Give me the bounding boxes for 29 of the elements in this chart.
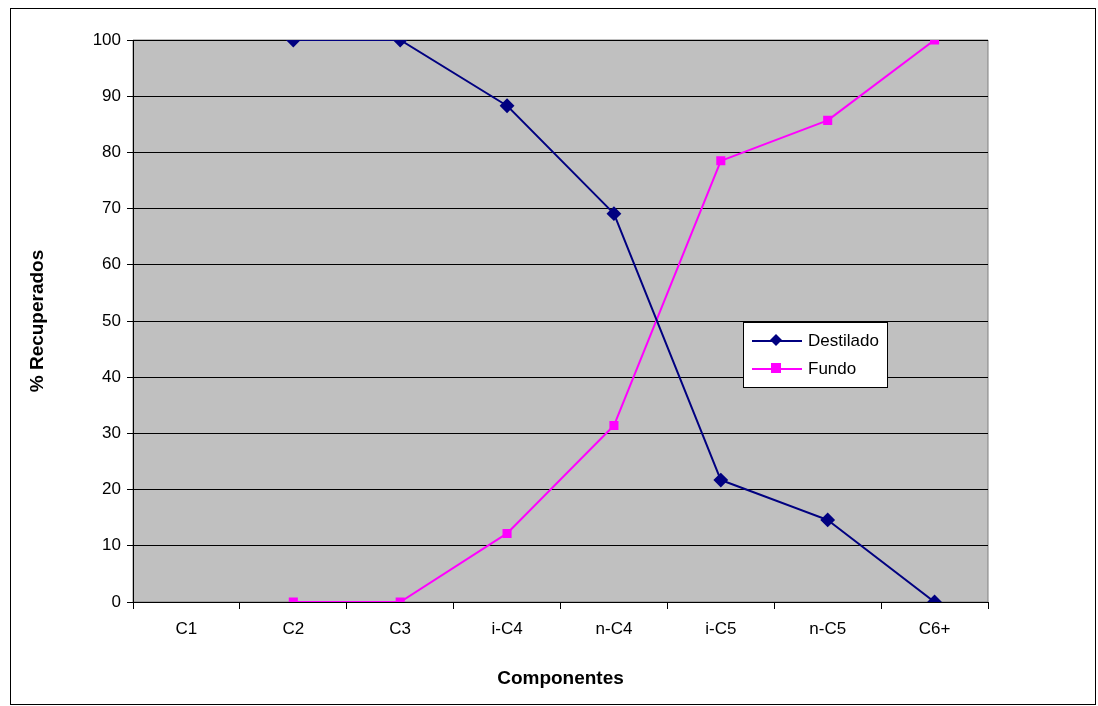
legend-label: Destilado: [808, 331, 879, 351]
y-tick-label: 30: [102, 423, 121, 443]
y-tick-label: 20: [102, 479, 121, 499]
y-tick-label: 90: [102, 85, 121, 105]
y-tick-label: 0: [111, 591, 121, 611]
point: [609, 421, 619, 431]
x-tick-label: n-C4: [595, 618, 633, 638]
y-tick-label: 100: [92, 29, 121, 49]
x-tick-label: C3: [389, 618, 412, 638]
y-axis-title: % Recuperados: [25, 249, 47, 393]
y-tick-label: 10: [102, 535, 121, 555]
x-tick-label: i-C4: [491, 618, 523, 638]
y-tick-label: 40: [102, 366, 121, 386]
y-tick-label: 50: [102, 310, 121, 330]
x-tick-label: C6+: [918, 618, 951, 638]
legend-label: Fundo: [808, 359, 857, 379]
point: [502, 528, 512, 538]
point: [713, 473, 728, 488]
point: [606, 206, 621, 221]
y-tick-label: 70: [102, 198, 121, 218]
y-tick-label: 60: [102, 254, 121, 274]
x-tick-label: C1: [175, 618, 198, 638]
x-tick-label: C2: [282, 618, 305, 638]
x-tick-label: n-C5: [809, 618, 847, 638]
point: [716, 156, 726, 166]
x-tick-label: i-C5: [705, 618, 737, 638]
x-axis-title: Componentes: [497, 666, 624, 688]
y-tick-label: 80: [102, 142, 121, 162]
point: [820, 512, 835, 527]
